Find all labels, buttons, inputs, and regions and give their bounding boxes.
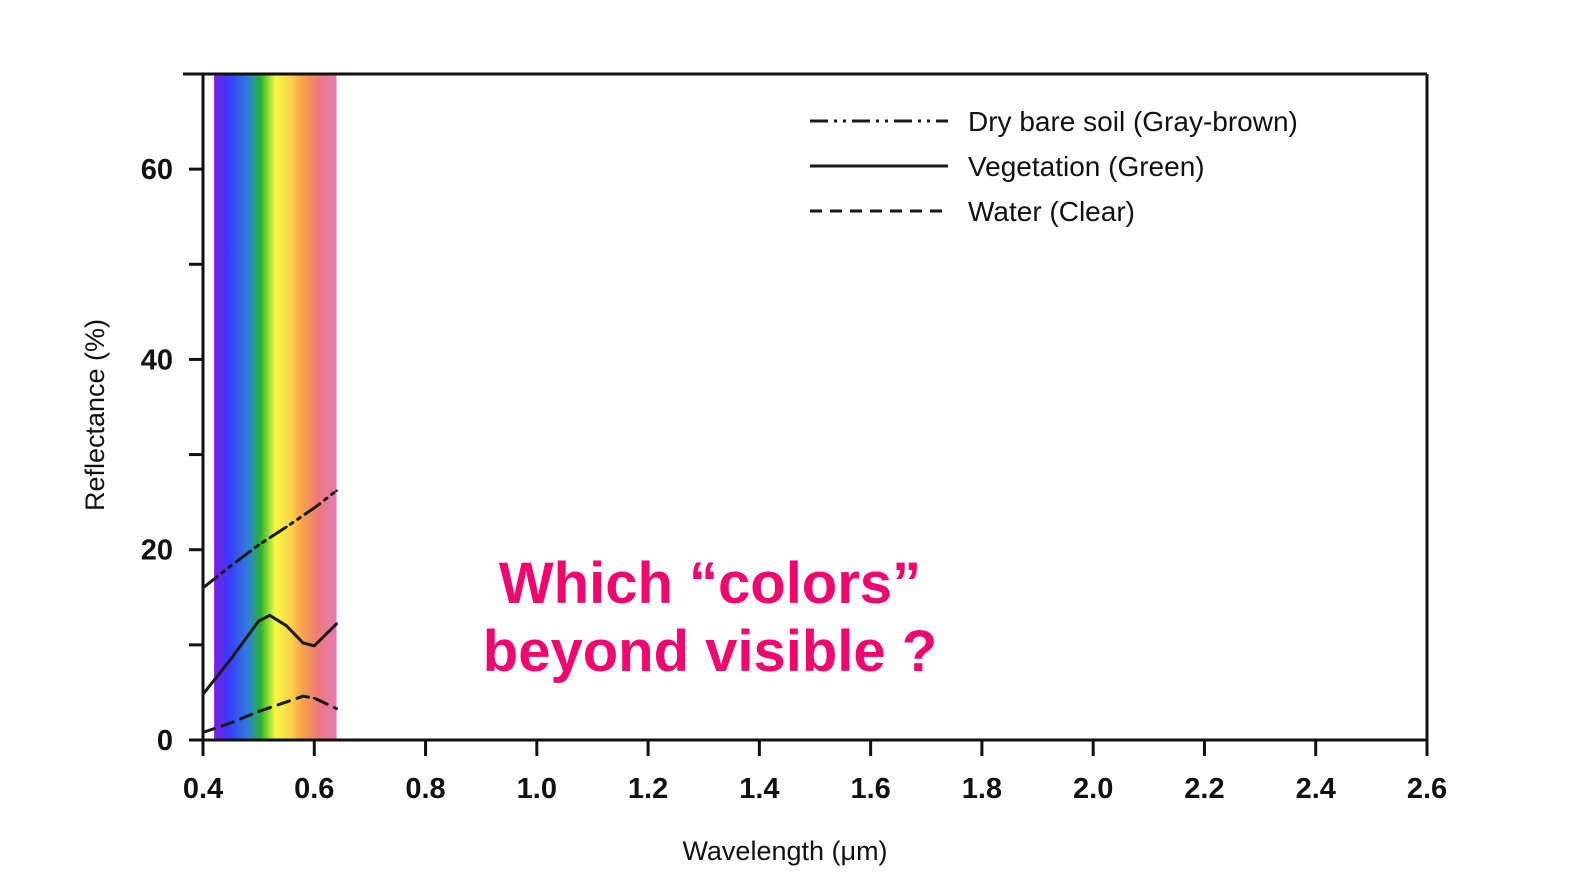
data-point: [285, 525, 288, 529]
x-tick-label: 0.6: [294, 773, 334, 805]
y-tick-label: 20: [141, 535, 173, 567]
visible-spectrum-band: [214, 74, 337, 740]
y-tick-label: 60: [141, 154, 173, 186]
data-point: [301, 694, 305, 698]
legend-label: Dry bare soil (Gray-brown): [968, 106, 1298, 137]
x-tick-label: 1.8: [962, 773, 1002, 805]
x-tick-label: 0.8: [405, 773, 445, 805]
data-point: [285, 624, 288, 628]
data-point: [257, 710, 260, 713]
x-tick-label: 0.4: [183, 773, 223, 805]
data-point: [312, 506, 316, 510]
data-point: [257, 543, 260, 547]
x-tick-label: 2.4: [1296, 773, 1336, 805]
series-layer: [201, 489, 338, 734]
data-point: [285, 700, 288, 704]
data-point: [301, 641, 305, 645]
legend: Dry bare soil (Gray-brown) Vegetation (Gr…: [810, 106, 1298, 227]
y-axis: 0 20 40 60: [141, 72, 203, 757]
x-axis-title: Wavelength (μm): [682, 836, 887, 866]
x-tick-label: 2.0: [1073, 773, 1113, 805]
annotation-line-1: Which “colors”: [498, 551, 922, 616]
legend-label: Vegetation (Green): [968, 151, 1205, 182]
x-tick-label: 2.2: [1184, 773, 1224, 805]
data-point: [257, 619, 260, 623]
x-tick-label: 2.6: [1407, 773, 1447, 805]
data-point: [201, 693, 205, 696]
data-point: [335, 622, 338, 626]
data-point: [229, 721, 233, 725]
x-tick-label: 1.6: [850, 773, 890, 805]
data-point: [201, 731, 205, 734]
series-line: [201, 613, 338, 696]
data-point: [229, 564, 233, 568]
data-point: [312, 696, 316, 700]
annotation-line-2: beyond visible ?: [482, 619, 938, 684]
data-point: [229, 657, 233, 661]
annotation-text: Which “colors” beyond visible ?: [440, 550, 980, 686]
series-line: [201, 489, 338, 590]
x-tick-label: 1.4: [739, 773, 779, 805]
x-tick-label: 1.0: [517, 773, 557, 805]
legend-label: Water (Clear): [968, 196, 1135, 227]
data-point: [335, 489, 338, 493]
data-point: [268, 614, 272, 617]
data-point: [201, 586, 205, 590]
plot-frame: [183, 72, 1429, 742]
data-point: [335, 707, 338, 710]
y-tick-label: 0: [157, 725, 173, 757]
y-axis-title: Reflectance (%): [80, 319, 110, 511]
x-tick-label: 1.2: [628, 773, 668, 805]
x-axis: 0.4 0.6 0.8 1.0 1.2 1.4 1.6 1.8 2.0 2.2 2.4 2.6: [183, 740, 1447, 805]
data-point: [312, 644, 316, 648]
y-tick-label: 40: [141, 344, 173, 376]
